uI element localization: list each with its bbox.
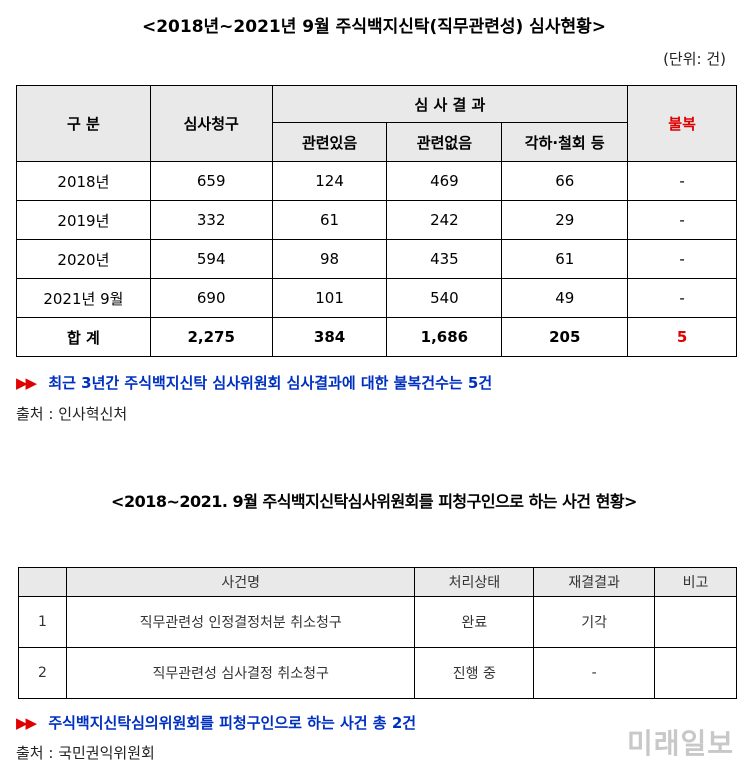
status-cell: 완료 bbox=[414, 596, 535, 648]
remarks-cell bbox=[654, 647, 737, 699]
case-status-table: 사건명 처리상태 재결결과 비고 1 직무관련성 인정결정처분 취소청구 완료 … bbox=[18, 567, 737, 699]
total-dismissed: 205 bbox=[501, 317, 629, 357]
header-result-group: 심 사 결 과 bbox=[271, 85, 629, 123]
header-dismissed: 각하·철회 등 bbox=[501, 122, 629, 162]
table-row: 2018년 659 124 469 66 - bbox=[16, 161, 737, 201]
header-category: 구 분 bbox=[16, 85, 151, 162]
table-row: 2 직무관련성 심사결정 취소청구 진행 중 - bbox=[18, 647, 737, 699]
period-cell: 2018년 bbox=[16, 161, 151, 201]
case-cell: 직무관련성 심사결정 취소청구 bbox=[65, 647, 416, 699]
appeal-cell: - bbox=[627, 200, 737, 240]
related-cell: 124 bbox=[271, 161, 388, 201]
header-requests: 심사청구 bbox=[149, 85, 273, 162]
status-cell: 진행 중 bbox=[414, 647, 535, 699]
appeal-cell: - bbox=[627, 278, 737, 318]
header-remarks: 비고 bbox=[654, 567, 737, 597]
double-arrow-icon: ▶▶ bbox=[16, 714, 37, 732]
no-cell: 2 bbox=[18, 647, 67, 699]
total-unrelated: 1,686 bbox=[386, 317, 503, 357]
period-cell: 2020년 bbox=[16, 239, 151, 279]
table-row: 2020년 594 98 435 61 - bbox=[16, 239, 737, 279]
header-related: 관련있음 bbox=[271, 122, 388, 162]
unrelated-cell: 242 bbox=[386, 200, 503, 240]
period-cell: 2021년 9월 bbox=[16, 278, 151, 318]
dismissed-cell: 49 bbox=[501, 278, 629, 318]
table-row: 2021년 9월 690 101 540 49 - bbox=[16, 278, 737, 318]
section-title: <2018~2021. 9월 주식백지신탁심사위원회를 피청구인으로 하는 사건… bbox=[111, 492, 637, 511]
source-label: 출처 : 국민권익위원회 bbox=[16, 744, 155, 762]
total-label: 합 계 bbox=[16, 317, 151, 357]
header-unrelated: 관련없음 bbox=[386, 122, 503, 162]
related-cell: 61 bbox=[271, 200, 388, 240]
total-related: 384 bbox=[271, 317, 388, 357]
requests-cell: 690 bbox=[149, 278, 273, 318]
case-cell: 직무관련성 인정결정처분 취소청구 bbox=[65, 596, 416, 648]
header-appeal: 불복 bbox=[627, 85, 737, 162]
note-appeal-count: ▶▶ 최근 3년간 주식백지신탁 심사위원회 심사결과에 대한 불복건수는 5건 bbox=[16, 372, 492, 393]
related-cell: 98 bbox=[271, 239, 388, 279]
unrelated-cell: 435 bbox=[386, 239, 503, 279]
page-title: <2018년~2021년 9월 주식백지신탁(직무관련성) 심사현황> bbox=[141, 17, 606, 37]
note-text: 최근 3년간 주식백지신탁 심사위원회 심사결과에 대한 불복건수는 5건 bbox=[48, 374, 493, 392]
total-row: 합 계 2,275 384 1,686 205 5 bbox=[16, 317, 737, 357]
requests-cell: 332 bbox=[149, 200, 273, 240]
remarks-cell bbox=[654, 596, 737, 648]
dismissed-cell: 66 bbox=[501, 161, 629, 201]
header-case: 사건명 bbox=[65, 567, 416, 597]
double-arrow-icon: ▶▶ bbox=[16, 374, 37, 392]
source-label: 출처 : 인사혁신처 bbox=[16, 405, 128, 423]
result-cell: - bbox=[533, 647, 656, 699]
unit-label: (단위: 건) bbox=[663, 50, 726, 68]
note-case-count: ▶▶ 주식백지신탁심의위원회를 피청구인으로 하는 사건 총 2건 bbox=[16, 712, 416, 733]
dismissed-cell: 61 bbox=[501, 239, 629, 279]
no-cell: 1 bbox=[18, 596, 67, 648]
header-no bbox=[18, 567, 67, 597]
appeal-cell: - bbox=[627, 239, 737, 279]
unrelated-cell: 540 bbox=[386, 278, 503, 318]
period-cell: 2019년 bbox=[16, 200, 151, 240]
related-cell: 101 bbox=[271, 278, 388, 318]
table-row: 1 직무관련성 인정결정처분 취소청구 완료 기각 bbox=[18, 596, 737, 648]
review-status-table: 구 분 심사청구 심 사 결 과 불복 관련있음 관련없음 각하·철회 등 20… bbox=[16, 85, 737, 357]
total-requests: 2,275 bbox=[149, 317, 273, 357]
table-row: 2019년 332 61 242 29 - bbox=[16, 200, 737, 240]
requests-cell: 594 bbox=[149, 239, 273, 279]
watermark-logo: 미래일보 bbox=[626, 727, 734, 760]
appeal-cell: - bbox=[627, 161, 737, 201]
total-appeal: 5 bbox=[627, 317, 737, 357]
dismissed-cell: 29 bbox=[501, 200, 629, 240]
unrelated-cell: 469 bbox=[386, 161, 503, 201]
result-cell: 기각 bbox=[533, 596, 656, 648]
header-result: 재결결과 bbox=[533, 567, 656, 597]
requests-cell: 659 bbox=[149, 161, 273, 201]
note-text: 주식백지신탁심의위원회를 피청구인으로 하는 사건 총 2건 bbox=[48, 714, 417, 732]
header-status: 처리상태 bbox=[414, 567, 535, 597]
